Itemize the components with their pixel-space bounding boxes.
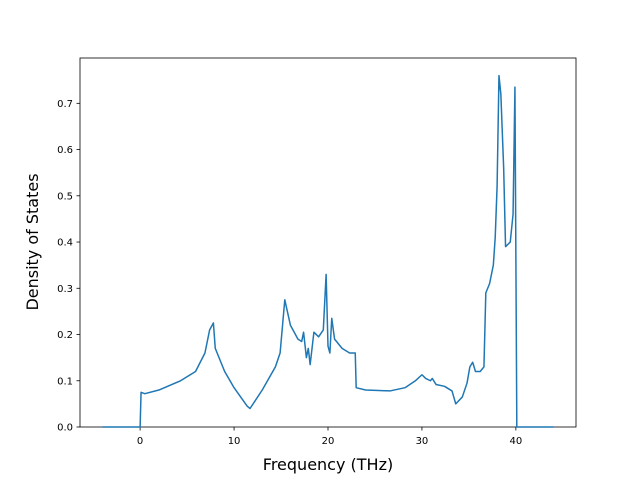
x-tick-label: 10: [228, 436, 241, 447]
y-axis-label: Density of States: [23, 173, 42, 310]
y-tick-label: 0.5: [57, 191, 73, 202]
y-tick-label: 0.1: [57, 376, 73, 387]
y-tick-label: 0.7: [57, 99, 73, 110]
y-tick-label: 0.4: [57, 238, 73, 249]
data-line: [102, 74, 554, 428]
x-tick-label: 30: [416, 436, 429, 447]
y-tick-label: 0.2: [57, 330, 73, 341]
y-tick-label: 0.0: [57, 423, 73, 434]
y-tick-label: 0.3: [57, 284, 73, 295]
x-axis-label: Frequency (THz): [263, 455, 393, 474]
x-tick-label: 20: [322, 436, 335, 447]
x-tick-label: 0: [137, 436, 143, 447]
x-tick-label: 40: [510, 436, 523, 447]
y-tick-label: 0.6: [57, 145, 73, 156]
